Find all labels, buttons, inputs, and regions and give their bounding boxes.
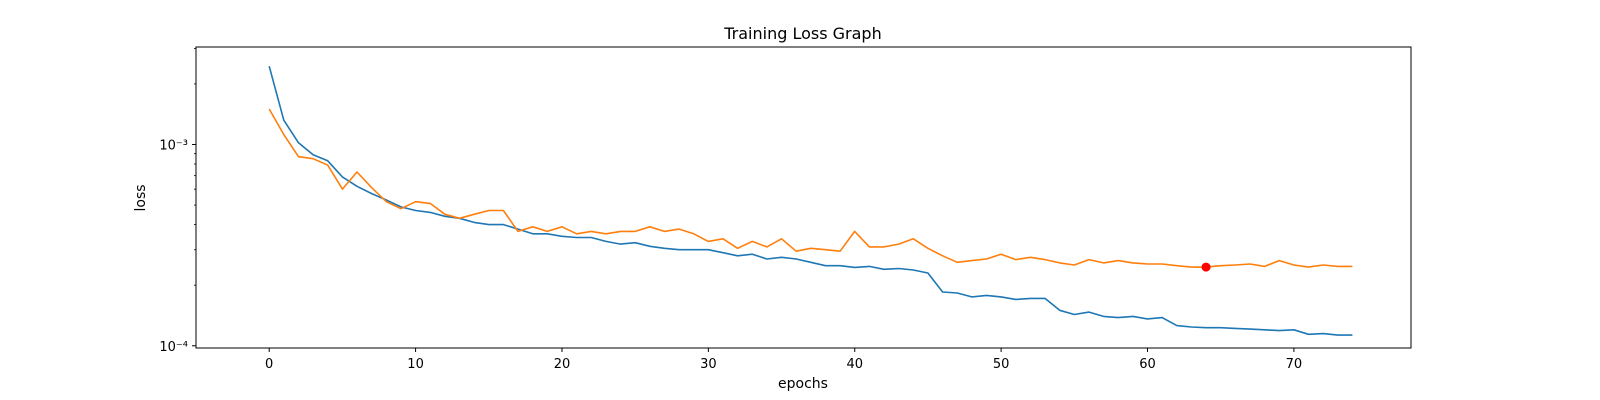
series-line-2 bbox=[268, 108, 1353, 268]
x-tick-label: 20 bbox=[554, 357, 571, 372]
y-axis: 10⁻⁴ 10⁻³ bbox=[159, 48, 196, 355]
x-tick-label: 70 bbox=[1286, 357, 1303, 372]
y-axis-label: loss bbox=[133, 184, 149, 211]
x-tick-label: 50 bbox=[993, 357, 1010, 372]
x-axis-label: epochs bbox=[778, 376, 828, 392]
x-tick-label: 40 bbox=[846, 357, 863, 372]
plot-layer bbox=[268, 65, 1353, 336]
x-tick-label: 10 bbox=[407, 357, 424, 372]
x-tick-label: 60 bbox=[1139, 357, 1156, 372]
y-tick-label: 10⁻³ bbox=[159, 138, 188, 153]
highlight-point-1 bbox=[1201, 262, 1211, 272]
plot-frame bbox=[195, 46, 1412, 349]
x-tick-label: 0 bbox=[265, 357, 273, 372]
series-line-1 bbox=[268, 65, 1353, 336]
x-axis: 0 10 20 30 40 50 60 70 bbox=[265, 348, 1302, 372]
chart-title: Training Loss Graph bbox=[723, 24, 881, 43]
y-tick-label: 10⁻⁴ bbox=[159, 340, 188, 355]
x-tick-label: 30 bbox=[700, 357, 717, 372]
